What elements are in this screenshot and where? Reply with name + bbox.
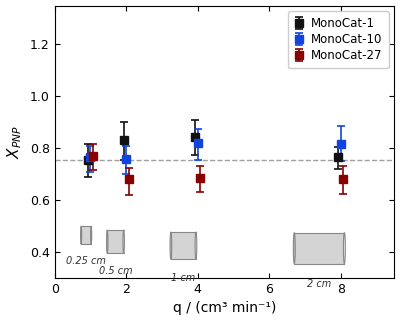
X-axis label: q / (cm³ min⁻¹): q / (cm³ min⁻¹) — [173, 301, 276, 316]
Legend: MonoCat-1, MonoCat-10, MonoCat-27: MonoCat-1, MonoCat-10, MonoCat-27 — [288, 12, 388, 68]
Ellipse shape — [90, 226, 92, 244]
Ellipse shape — [106, 230, 108, 253]
Bar — [81, 226, 91, 244]
Ellipse shape — [80, 226, 82, 244]
Ellipse shape — [344, 233, 345, 264]
Bar — [294, 233, 344, 264]
Text: 0.25 cm: 0.25 cm — [66, 256, 106, 266]
Ellipse shape — [195, 232, 197, 259]
Text: 2 cm: 2 cm — [307, 279, 332, 289]
Bar — [107, 230, 124, 253]
Y-axis label: $\mathit{X}_{PNP}$: $\mathit{X}_{PNP}$ — [6, 125, 24, 159]
Ellipse shape — [170, 232, 172, 259]
Ellipse shape — [293, 233, 295, 264]
Bar — [171, 232, 196, 259]
Ellipse shape — [123, 230, 124, 253]
Text: 0.5 cm: 0.5 cm — [99, 266, 132, 276]
Text: 1 cm: 1 cm — [171, 273, 196, 283]
